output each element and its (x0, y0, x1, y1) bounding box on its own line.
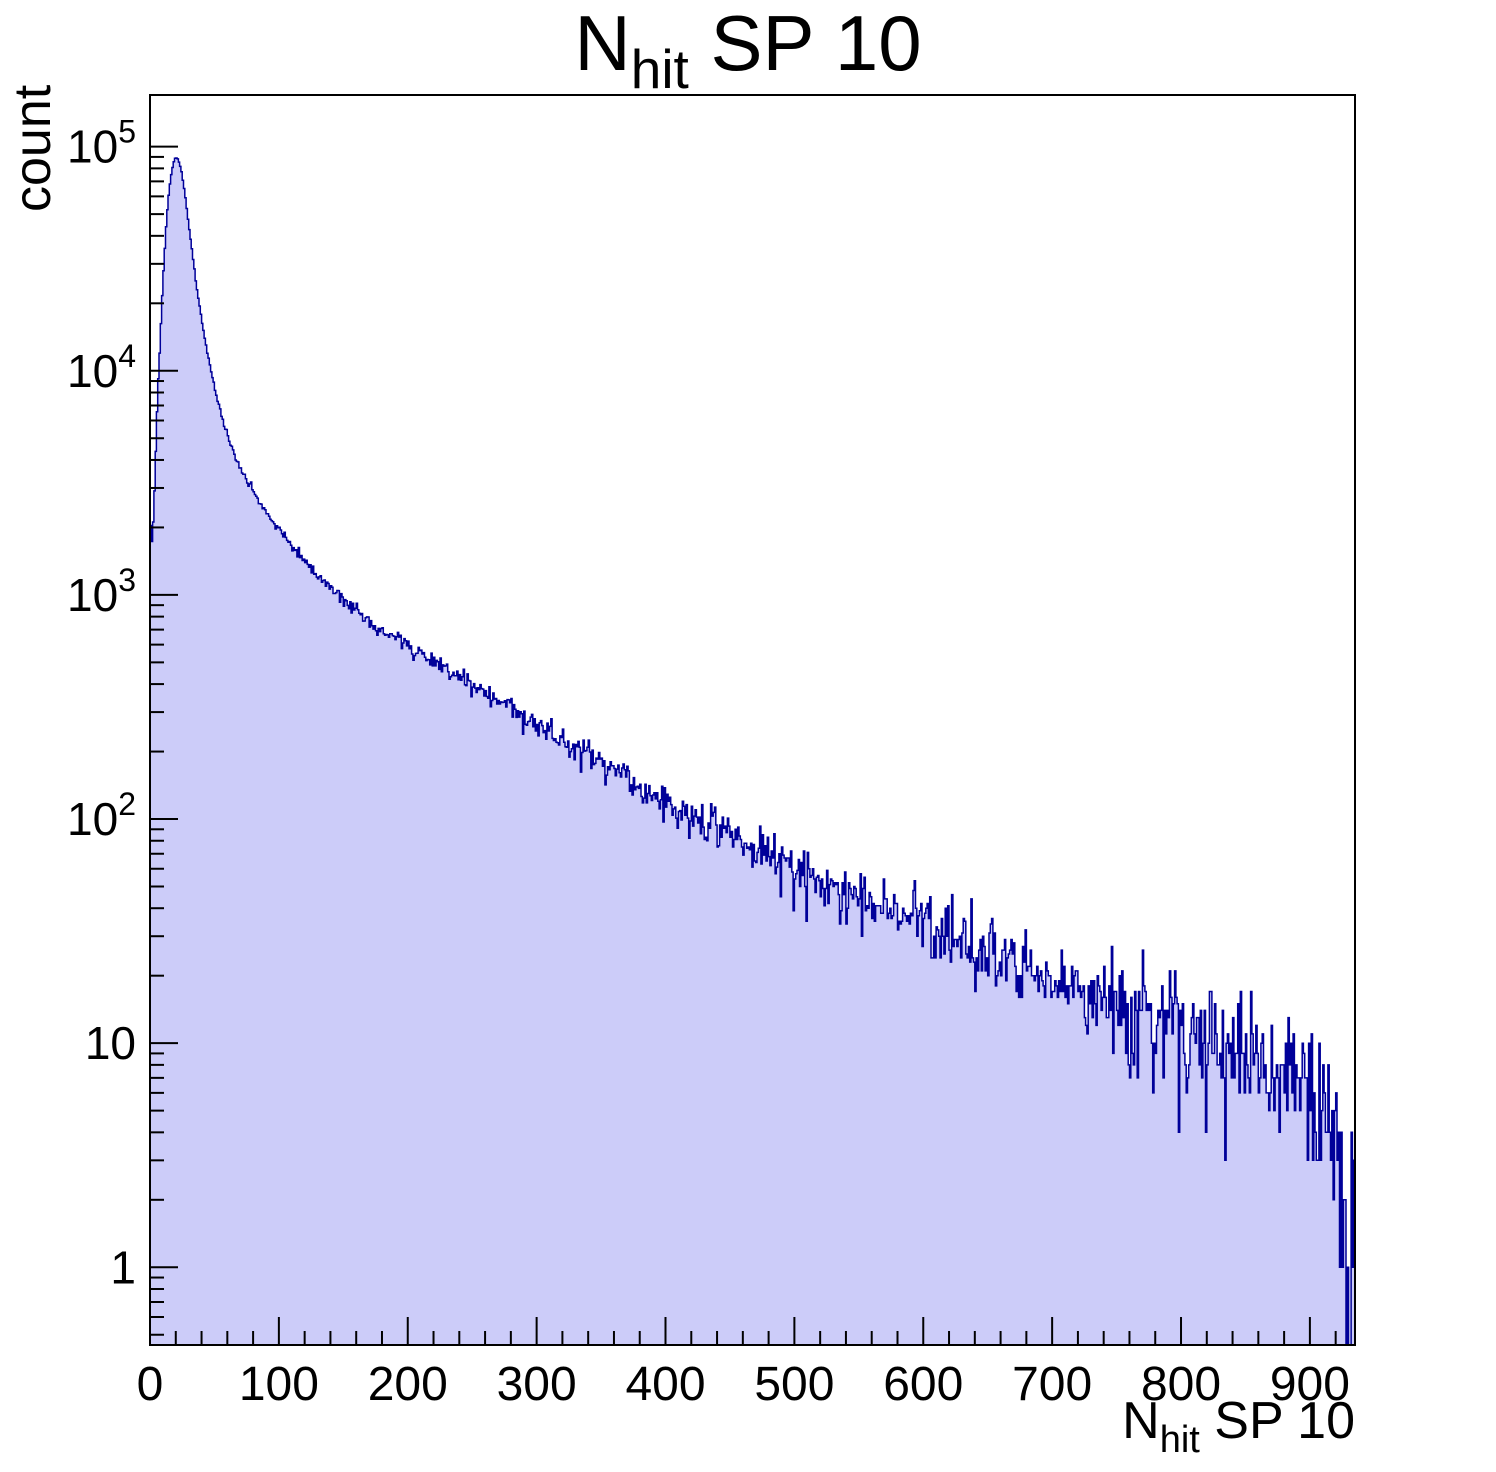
chart-title: Nhit SP 10 (574, 0, 921, 100)
y-tick-label: 103 (67, 562, 136, 621)
x-tick-label: 800 (1141, 1358, 1221, 1411)
x-tick-label: 400 (625, 1358, 705, 1411)
x-tick-label: 100 (239, 1358, 319, 1411)
histogram-layer (149, 157, 1356, 1346)
y-tick-label: 1 (110, 1241, 136, 1293)
x-tick-label: 600 (883, 1358, 963, 1411)
tick-labels-layer: 1 10 102 103 104 105 0 100 200 300 400 500 600 700 800… (67, 114, 1350, 1411)
histogram-outline (149, 157, 1356, 1346)
frame-layer (149, 94, 1356, 1346)
y-axis-title: count (4, 84, 62, 212)
histogram-area (150, 158, 1355, 1345)
plot-frame (149, 94, 1356, 1346)
ticks-layer (149, 145, 1337, 1345)
y-tick-label: 104 (67, 338, 136, 397)
y-tick-label: 102 (67, 786, 136, 845)
x-axis-title: Nhit SP 10 (1122, 1392, 1355, 1461)
y-tick-label: 10 (85, 1017, 136, 1069)
x-tick-label: 900 (1270, 1358, 1350, 1411)
x-tick-label: 700 (1012, 1358, 1092, 1411)
y-tick-label: 105 (67, 114, 136, 173)
x-tick-label: 200 (368, 1358, 448, 1411)
x-tick-label: 300 (497, 1358, 577, 1411)
x-tick-label: 0 (137, 1358, 164, 1411)
x-tick-label: 500 (754, 1358, 834, 1411)
